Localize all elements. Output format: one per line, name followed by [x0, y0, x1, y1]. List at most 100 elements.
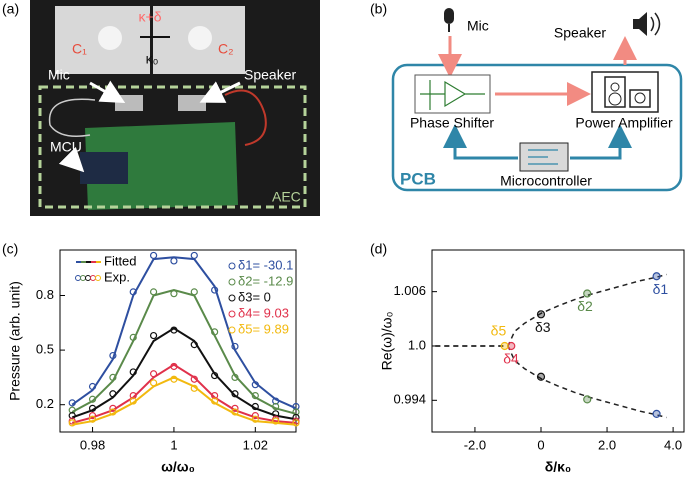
exp-point — [211, 397, 219, 405]
exp-point — [170, 362, 178, 371]
panel-label: (b) — [370, 1, 387, 17]
exp-point — [170, 375, 178, 383]
exp-point — [231, 373, 239, 381]
exp-point — [251, 402, 259, 411]
legend-label: δ3= 0 — [238, 289, 271, 304]
exp-point — [88, 404, 97, 412]
exp-point — [88, 412, 97, 420]
x-tick-label: 1 — [170, 437, 177, 452]
y-tick-label: 0.2 — [36, 396, 54, 411]
exp-point — [170, 257, 178, 265]
y-tick-label: 0.994 — [393, 392, 426, 407]
legend-swatch — [80, 275, 86, 281]
x-tick-label: 2.0 — [598, 437, 616, 452]
exp-point — [190, 384, 198, 392]
data-point — [652, 272, 661, 281]
legend-swatch — [95, 275, 101, 281]
legend-label: Fitted — [104, 253, 137, 268]
legend-label: δ4= 9.03 — [238, 305, 289, 320]
legend-marker — [228, 294, 236, 302]
point-label: δ5 — [491, 323, 507, 339]
exp-point — [211, 286, 219, 294]
diagram-label: PCB — [400, 169, 436, 188]
exp-point — [109, 373, 117, 381]
point-label: δ2 — [577, 298, 593, 314]
exp-point — [292, 419, 300, 427]
x-axis-label: ω/ω₀ — [161, 459, 195, 475]
legend-label: δ2= -12.9 — [238, 273, 293, 288]
x-tick-label: 4.0 — [664, 437, 682, 452]
exp-point — [272, 402, 280, 411]
cavity-label: C₂ — [218, 41, 234, 57]
exp-point — [251, 381, 259, 389]
legend-marker — [228, 262, 236, 270]
y-tick-label: 1.0 — [408, 337, 426, 352]
exp-point — [88, 382, 97, 391]
exp-point — [129, 368, 137, 376]
exp-point — [68, 419, 76, 427]
exp-point — [129, 333, 137, 341]
exp-point — [109, 390, 117, 398]
fitted-line — [71, 327, 297, 421]
panel-label: (a) — [2, 1, 19, 17]
exp-point — [149, 251, 158, 260]
legend-swatch — [85, 275, 91, 281]
exp-point — [231, 390, 239, 398]
data-point — [500, 341, 509, 351]
photo-label: AEC — [272, 189, 301, 205]
diagram-label: Phase Shifter — [410, 115, 494, 131]
exp-point — [109, 404, 117, 412]
exp-point — [170, 290, 178, 298]
exp-point — [170, 326, 178, 334]
point-label: δ3 — [535, 319, 551, 335]
legend-label: δ1= -30.1 — [238, 257, 293, 272]
exp-point — [251, 392, 259, 400]
legend-label: Exp. — [104, 269, 130, 284]
diagram-label: Speaker — [554, 25, 606, 41]
x-tick-label: -2.0 — [464, 437, 486, 452]
y-tick-label: 0.8 — [36, 287, 54, 302]
x-tick-label: 0 — [537, 437, 544, 452]
data-point — [583, 395, 592, 404]
fitted-line — [72, 376, 297, 426]
exp-point — [251, 412, 259, 420]
legend-marker — [228, 278, 236, 286]
exp-point — [88, 395, 97, 403]
exp-point — [109, 351, 117, 360]
photo-label: Mic — [48, 67, 70, 83]
exp-point — [190, 341, 198, 349]
exp-point — [149, 379, 158, 387]
legend-swatch — [90, 275, 96, 281]
x-tick-label: 0.98 — [80, 437, 105, 452]
legend-swatch — [75, 275, 81, 281]
exp-point — [190, 251, 198, 260]
diagram-label: Microcontroller — [500, 173, 592, 189]
y-axis-label: Pressure (arb. unit) — [7, 281, 23, 401]
y-tick-label: 0.5 — [36, 342, 54, 357]
plot-frame — [431, 249, 685, 433]
data-point — [583, 289, 592, 298]
plot-frame — [59, 249, 297, 433]
coupling-label: κ₀ — [146, 51, 159, 67]
legend-marker — [228, 326, 236, 334]
model-curve — [435, 345, 667, 419]
fitted-line — [71, 363, 297, 424]
exp-point — [190, 288, 198, 296]
point-label: δ1 — [653, 281, 669, 297]
exp-point — [231, 404, 239, 412]
legend-label: δ5= 9.89 — [238, 321, 289, 336]
x-tick-label: 1.02 — [243, 437, 268, 452]
photo-label: Speaker — [244, 67, 296, 83]
diagram — [391, 8, 683, 192]
data-point — [652, 409, 661, 418]
exp-point — [231, 408, 239, 416]
exp-point — [68, 399, 76, 407]
coupling-label: κ+δ — [139, 9, 162, 25]
photo-label: MCU — [50, 139, 82, 155]
diagram-label: Mic — [467, 18, 489, 34]
y-axis-label: Re(ω)/ω₀ — [379, 311, 395, 370]
exp-point — [109, 408, 117, 416]
cavity-label: C₁ — [72, 41, 87, 57]
diagram-label: Power Amplifier — [575, 115, 673, 131]
